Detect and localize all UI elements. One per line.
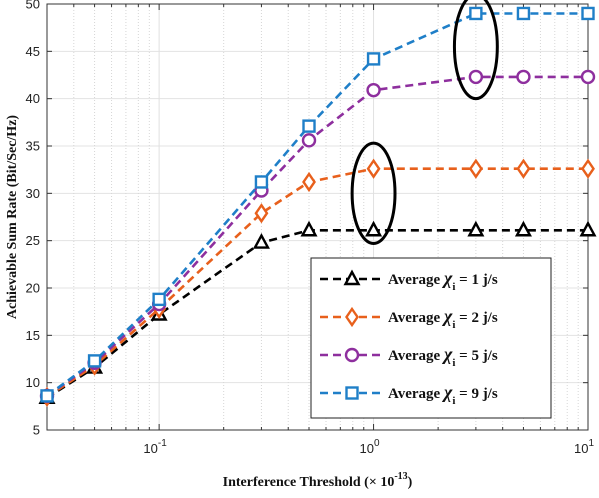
data-point (301, 133, 317, 148)
legend-item: Average χi = 2 j/s (320, 306, 498, 331)
data-point (579, 220, 597, 237)
y-tick-label: 50 (26, 0, 40, 12)
legend-label: Average χi = 9 j/s (388, 382, 498, 407)
data-point (468, 158, 483, 179)
x-axis-label-close: ) (408, 475, 413, 490)
legend-label: Average χi = 1 j/s (388, 268, 498, 293)
series-4 (40, 6, 595, 403)
x-axis-label: Interference Threshold (× 10-13) (223, 471, 413, 490)
data-point (300, 220, 318, 237)
legend: Average χi = 1 j/s Average χi = 2 j/s Aver… (310, 257, 552, 419)
data-point (469, 6, 483, 21)
data-point (581, 158, 595, 179)
data-point (254, 203, 269, 224)
legend-label: Average χi = 5 j/s (388, 344, 498, 369)
legend-marker (344, 347, 360, 363)
y-tick-label: 45 (26, 44, 40, 59)
y-tick-label: 40 (26, 91, 40, 106)
x-axis-label-exp: -13 (394, 471, 407, 482)
x-tick-label: 101 (574, 438, 594, 456)
data-point (516, 6, 531, 21)
series-layer (38, 6, 597, 407)
y-tick-label: 35 (26, 139, 40, 154)
data-point (514, 220, 532, 237)
x-tick-label: 100 (360, 438, 380, 456)
data-point (366, 82, 381, 98)
y-tick-label: 5 (33, 423, 40, 438)
x-tick-label: 10-1 (143, 438, 167, 456)
data-point (302, 119, 316, 133)
data-point (87, 354, 102, 368)
legend-marker (345, 386, 359, 400)
y-tick-label: 25 (26, 233, 40, 248)
legend-label: Average χi = 2 j/s (388, 306, 498, 331)
plot-frame (46, 3, 589, 431)
data-point (581, 6, 595, 21)
axes: 5 10 15 20 25 30 35 40 45 50 10-1 100 101 (26, 0, 595, 456)
x-axis-label-main: Interference Threshold (× 10 (223, 475, 395, 490)
annotation-ellipse (452, 0, 499, 101)
data-point (516, 158, 531, 179)
annotations (350, 0, 499, 246)
data-point (366, 52, 381, 66)
data-point (516, 69, 531, 85)
y-tick-label: 30 (26, 186, 40, 201)
legend-item: Average χi = 5 j/s (320, 344, 498, 369)
y-tick-label: 20 (26, 281, 40, 296)
data-point (365, 220, 383, 237)
annotation-ellipse (350, 141, 397, 246)
data-point (366, 158, 381, 179)
legend-marker (345, 306, 359, 328)
data-point (252, 233, 270, 249)
y-tick-label: 15 (26, 328, 40, 343)
data-point (302, 171, 316, 193)
y-tick-label: 10 (26, 375, 40, 390)
data-point (254, 175, 269, 189)
legend-item: Average χi = 9 j/s (320, 382, 498, 407)
data-point (152, 292, 166, 307)
data-point (580, 69, 596, 85)
legend-marker (343, 269, 361, 286)
data-point (468, 69, 484, 85)
data-point (40, 389, 54, 403)
y-axis-label: Achievable Sum Rate (Bit/Sec/Hz) (5, 115, 20, 319)
data-point (467, 220, 485, 237)
legend-item: Average χi = 1 j/s (320, 268, 498, 293)
